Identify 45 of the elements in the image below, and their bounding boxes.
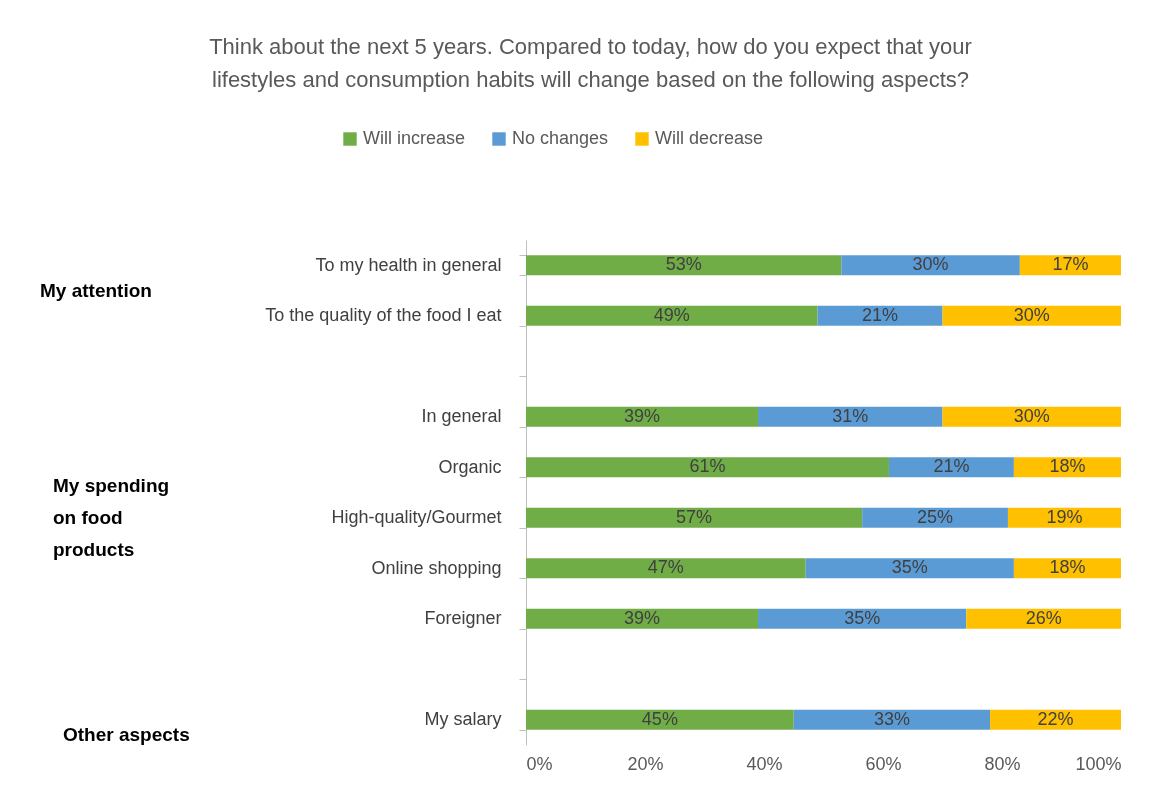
data-label: 61% — [689, 456, 726, 477]
data-label: 21% — [862, 304, 899, 325]
data-label: 30% — [1013, 405, 1050, 426]
data-label: 39% — [624, 405, 661, 426]
legend-label: Will increase — [363, 128, 466, 148]
y-tick-label: My salary — [424, 709, 502, 730]
y-tick-label: To my health in general — [315, 254, 502, 275]
data-label: 30% — [1013, 304, 1050, 325]
data-label: 35% — [891, 557, 928, 578]
y-tick-label: In general — [421, 406, 502, 427]
x-tick-label: 20% — [627, 753, 664, 774]
x-tick-label: 40% — [746, 753, 783, 774]
data-label: 26% — [1025, 607, 1062, 628]
legend-label: Will decrease — [655, 128, 764, 148]
data-label: 18% — [1049, 456, 1086, 477]
data-label: 30% — [912, 254, 949, 275]
data-label: 49% — [653, 304, 690, 325]
y-tick-label: Online shopping — [371, 557, 502, 578]
data-label: 33% — [873, 708, 910, 729]
text: Other aspects — [63, 723, 190, 745]
x-tick-label: 80% — [984, 753, 1021, 774]
x-tick-label: 60% — [865, 753, 902, 774]
y-tick-label: High-quality/Gourmet — [331, 507, 502, 528]
text: My attention — [40, 279, 152, 301]
data-label: 21% — [933, 456, 970, 477]
data-label: 22% — [1037, 708, 1074, 729]
data-label: 19% — [1046, 506, 1083, 527]
y-tick-label: To the quality of the food I eat — [265, 305, 502, 326]
chart-title: Think about the next 5 years. Compared to today, how do you expect that your lifestyles and consumption habits will change based on the following aspects? — [209, 34, 972, 92]
y-tick-label: Organic — [438, 456, 502, 477]
data-label: 17% — [1052, 254, 1089, 275]
x-tick-label: 0% — [526, 753, 553, 774]
text: My spending on food products — [53, 474, 170, 560]
y-tick-label: Foreigner — [424, 608, 502, 629]
legend-label: No changes — [512, 128, 609, 148]
x-tick-label: 100% — [1075, 753, 1122, 774]
data-label: 31% — [832, 405, 869, 426]
data-label: 57% — [676, 506, 713, 527]
data-label: 53% — [665, 254, 702, 275]
data-label: 47% — [647, 557, 684, 578]
data-label: 39% — [624, 607, 661, 628]
data-label: 25% — [917, 506, 954, 527]
data-label: 18% — [1049, 557, 1086, 578]
data-label: 35% — [844, 607, 881, 628]
data-label: 45% — [641, 708, 678, 729]
